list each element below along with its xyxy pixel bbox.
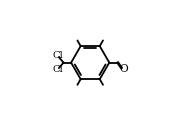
Text: O: O xyxy=(120,64,128,74)
Text: Cl: Cl xyxy=(52,65,63,74)
Text: Cl: Cl xyxy=(52,51,63,60)
